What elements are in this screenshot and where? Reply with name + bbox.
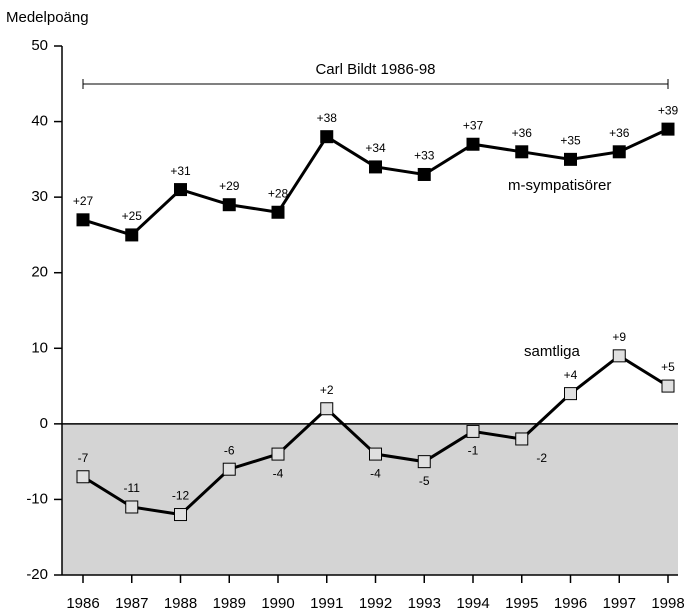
x-tick-label: 1994 (456, 595, 489, 612)
marker (369, 160, 382, 174)
y-tick-label: -20 (26, 566, 48, 583)
marker (612, 145, 626, 159)
value-label: -4 (273, 466, 284, 480)
value-label: +38 (317, 111, 338, 125)
marker (661, 379, 675, 393)
value-label: +37 (463, 118, 484, 132)
y-tick-label: 10 (31, 339, 48, 356)
marker (661, 122, 675, 136)
value-label: -1 (468, 444, 479, 458)
value-label: +36 (512, 126, 533, 140)
marker (271, 205, 285, 219)
annotation: Carl Bildt 1986-98 (315, 61, 435, 78)
marker (417, 167, 431, 181)
marker (222, 462, 236, 476)
value-label: +29 (219, 179, 240, 193)
value-label: +35 (560, 134, 581, 148)
value-label: +2 (320, 383, 334, 397)
marker (320, 402, 334, 416)
value-label: +31 (170, 164, 191, 178)
marker (515, 432, 529, 446)
value-label: +27 (73, 194, 94, 208)
value-label: +28 (268, 186, 289, 200)
value-label: +9 (612, 330, 626, 344)
y-tick-label: 30 (31, 188, 48, 205)
marker (564, 387, 577, 401)
marker (174, 508, 187, 522)
value-label: -11 (124, 481, 141, 495)
series-label: m-sympatisörer (508, 177, 611, 194)
value-label: +25 (122, 209, 143, 223)
value-label: -4 (370, 466, 381, 480)
value-label: -7 (78, 451, 89, 465)
marker (466, 424, 480, 438)
x-tick-label: 1998 (651, 595, 684, 612)
value-label: -6 (224, 443, 235, 457)
value-label: -12 (172, 489, 190, 503)
x-tick-label: 1992 (359, 595, 392, 612)
marker (174, 183, 187, 197)
x-tick-label: 1986 (66, 595, 99, 612)
marker (125, 500, 139, 514)
value-label: -2 (536, 451, 547, 465)
series-label: samtliga (524, 343, 581, 360)
x-tick-label: 1988 (164, 595, 197, 612)
marker (222, 198, 236, 212)
negative-region (62, 423, 678, 575)
y-tick-label: 20 (31, 264, 48, 281)
x-tick-label: 1991 (310, 595, 343, 612)
y-tick-label: 0 (40, 415, 48, 432)
y-axis-label: Medelpoäng (6, 9, 89, 26)
marker (612, 349, 626, 363)
value-label: +5 (661, 360, 675, 374)
x-tick-label: 1989 (213, 595, 246, 612)
x-tick-label: 1990 (261, 595, 294, 612)
x-tick-label: 1993 (408, 595, 441, 612)
value-label: -5 (419, 474, 430, 488)
y-tick-label: 40 (31, 113, 48, 130)
x-tick-label: 1987 (115, 595, 148, 612)
value-label: +33 (414, 149, 435, 163)
marker (466, 137, 480, 151)
marker (369, 447, 382, 461)
value-label: +34 (365, 141, 386, 155)
marker (515, 145, 529, 159)
y-tick-label: 50 (31, 37, 48, 54)
marker (125, 228, 139, 242)
value-label: +36 (609, 126, 630, 140)
value-label: +4 (564, 368, 578, 382)
x-tick-label: 1995 (505, 595, 538, 612)
marker (320, 130, 334, 144)
value-label: +39 (658, 103, 679, 117)
marker (564, 152, 577, 166)
marker (271, 447, 285, 461)
x-tick-label: 1996 (554, 595, 587, 612)
x-tick-label: 1997 (603, 595, 636, 612)
marker (76, 213, 90, 227)
marker (417, 455, 431, 469)
marker (76, 470, 90, 484)
y-tick-label: -10 (26, 490, 48, 507)
